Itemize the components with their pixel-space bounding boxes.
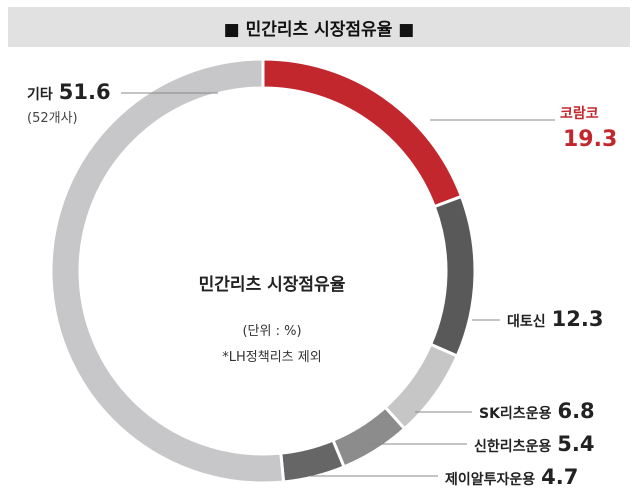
- slice-shinhan: [331, 405, 407, 469]
- label-gita-name: 기타: [27, 87, 53, 103]
- label-gita: 기타 51.6: [27, 80, 111, 104]
- center-note: *LH정책리츠 제외: [222, 350, 322, 365]
- label-gita-value: 51.6: [58, 80, 111, 104]
- slice-sk: [383, 342, 460, 431]
- center-unit: (단위 : %): [242, 324, 302, 339]
- label-koramco-value: 19.3: [563, 127, 618, 152]
- label-daetosin: 대토신 12.3: [507, 307, 604, 331]
- center-title: 민간리츠 시장점유율: [198, 275, 346, 295]
- chart-title: ■ 민간리츠 시장점유율 ■: [8, 7, 630, 47]
- label-koramco-name: 코람코: [560, 106, 599, 122]
- label-shinhan: 신한리츠운용 5.4: [474, 432, 595, 456]
- slice-gita: [49, 57, 286, 485]
- label-gita-sub: (52개사): [27, 111, 78, 126]
- label-sk: SK리츠운용 6.8: [479, 399, 595, 423]
- slice-daetosin: [428, 194, 477, 359]
- label-jr: 제이알투자운용 4.7: [445, 465, 579, 489]
- slice-koramco: [261, 57, 464, 209]
